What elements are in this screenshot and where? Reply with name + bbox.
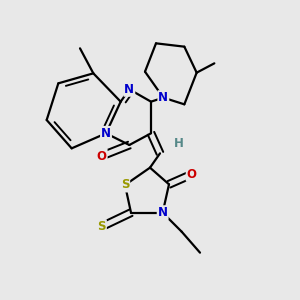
- Text: N: N: [124, 83, 134, 96]
- Text: N: N: [158, 206, 168, 219]
- Text: O: O: [97, 149, 107, 163]
- Text: N: N: [158, 91, 168, 104]
- Text: S: S: [98, 220, 106, 233]
- Text: O: O: [187, 168, 197, 181]
- Text: N: N: [101, 127, 111, 140]
- Text: H: H: [173, 137, 183, 150]
- Text: S: S: [121, 178, 129, 191]
